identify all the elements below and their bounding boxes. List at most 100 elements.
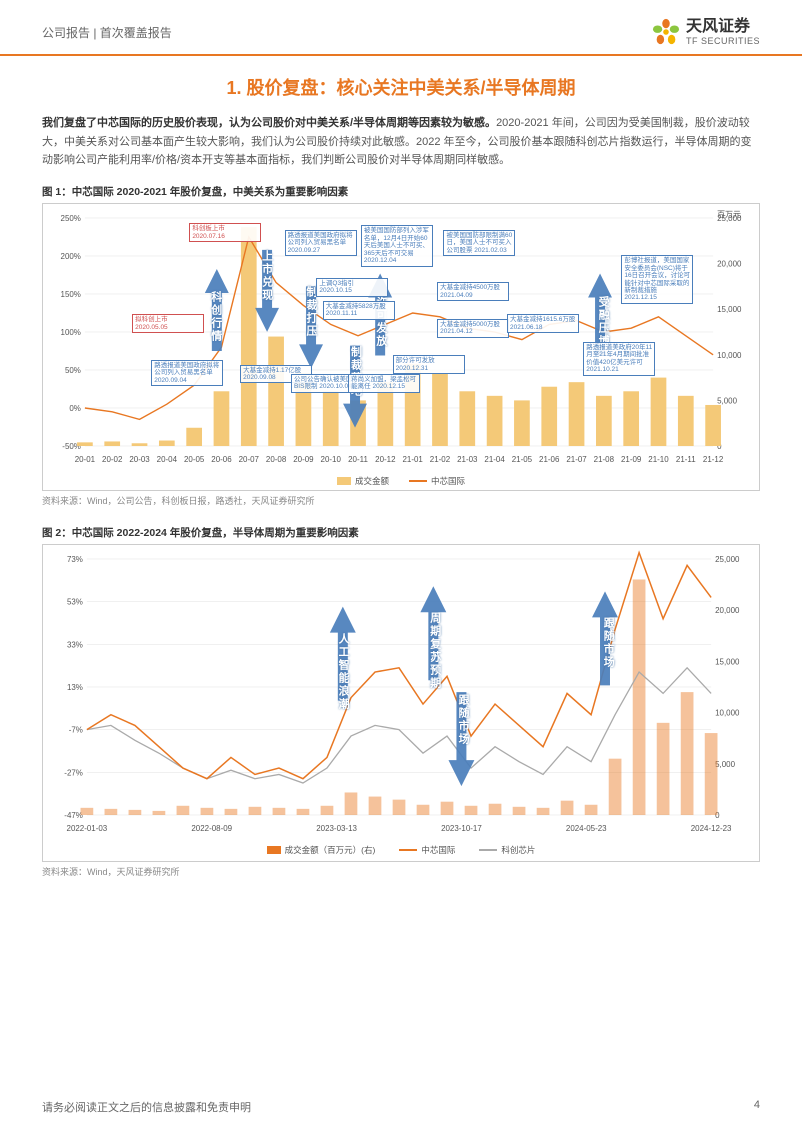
svg-text:20-06: 20-06 xyxy=(211,455,232,464)
svg-text:21-07: 21-07 xyxy=(566,455,587,464)
logo-text-cn: 天风证券 xyxy=(686,19,760,35)
chart1-box: -50%0%50%100%150%200%250%05,00010,00015,… xyxy=(42,203,760,491)
legend-line1-swatch xyxy=(399,849,417,851)
svg-text:250%: 250% xyxy=(61,214,81,223)
svg-text:150%: 150% xyxy=(61,290,81,299)
svg-text:73%: 73% xyxy=(67,555,83,564)
svg-text:21-04: 21-04 xyxy=(484,455,505,464)
svg-text:20-09: 20-09 xyxy=(293,455,314,464)
chart-annotation: 被美国国防部列入涉军名单，12月4日开始60天后美国人士不可买、365天后不可交… xyxy=(361,225,433,266)
svg-text:20-08: 20-08 xyxy=(266,455,287,464)
svg-text:20-04: 20-04 xyxy=(157,455,178,464)
svg-text:21-12: 21-12 xyxy=(703,455,724,464)
svg-text:20-12: 20-12 xyxy=(375,455,396,464)
intro-bold: 我们复盘了中芯国际的历史股价表现，认为公司股价对中美关系/半导体周期等因素较为敏… xyxy=(42,117,496,129)
svg-text:15,000: 15,000 xyxy=(715,657,740,666)
chart-annotation: 大基金减持5828万股 2020.11.11 xyxy=(323,301,395,320)
chart1-title: 图 1：中芯国际 2020-2021 年股价复盘，中美关系为重要影响因素 xyxy=(42,184,760,199)
section-title: 1. 股价复盘：核心关注中美关系/半导体周期 xyxy=(42,74,760,100)
svg-text:200%: 200% xyxy=(61,252,81,261)
arrow-label: 跟随市场 xyxy=(600,617,616,669)
svg-text:21-01: 21-01 xyxy=(402,455,423,464)
svg-text:25,000: 25,000 xyxy=(715,555,740,564)
chart-annotation: 路透报道美国政府拟将公司列入贸易黑名单 2020.09.04 xyxy=(151,360,223,386)
tf-logo: 天风证券 TF SECURITIES xyxy=(652,18,760,46)
svg-text:21-03: 21-03 xyxy=(457,455,478,464)
svg-text:20-05: 20-05 xyxy=(184,455,205,464)
svg-text:21-09: 21-09 xyxy=(621,455,642,464)
disclaimer: 请务必阅读正文之后的信息披露和免责申明 xyxy=(42,1099,251,1115)
svg-text:20-11: 20-11 xyxy=(348,455,368,464)
svg-text:5,000: 5,000 xyxy=(715,760,735,769)
logo-flower-icon xyxy=(652,18,680,46)
svg-text:5,000: 5,000 xyxy=(717,396,737,405)
chart2-svg: -47%-27%-7%13%33%53%73%05,00010,00015,00… xyxy=(47,549,755,837)
page-footer: 请务必阅读正文之后的信息披露和免责申明 4 xyxy=(0,1099,802,1115)
svg-text:21-05: 21-05 xyxy=(512,455,533,464)
svg-text:21-08: 21-08 xyxy=(594,455,615,464)
chart1-source: 资料来源：Wind，公司公告，科创板日报，路透社，天风证券研究所 xyxy=(42,494,760,507)
legend-bar-swatch xyxy=(267,846,281,854)
svg-text:-47%: -47% xyxy=(64,811,83,820)
svg-text:2024-05-23: 2024-05-23 xyxy=(566,824,607,833)
arrow-label: 上市兑现 xyxy=(259,250,275,302)
svg-text:百万元: 百万元 xyxy=(717,210,741,219)
svg-text:21-11: 21-11 xyxy=(676,455,696,464)
chart2-title: 图 2：中芯国际 2022-2024 年股价复盘，半导体周期为重要影响因素 xyxy=(42,525,760,540)
arrow-label: 跟随市场 xyxy=(455,694,471,746)
chart2-legend: 成交金额（百万元）(右) 中芯国际 科创芯片 xyxy=(47,844,755,856)
svg-text:20-02: 20-02 xyxy=(102,455,123,464)
svg-text:21-06: 21-06 xyxy=(539,455,560,464)
svg-text:10,000: 10,000 xyxy=(715,709,740,718)
chart-annotation: 路透报道美政府20年11月至21年4月期间批准价值420亿美元许可 2021.1… xyxy=(583,342,655,376)
svg-text:20-01: 20-01 xyxy=(75,455,96,464)
chart-annotation: 蒋尚义加盟，梁孟松可能离任 2020.12.15 xyxy=(348,374,420,393)
chart-annotation: 拟科创上市 2020.05.05 xyxy=(132,314,204,333)
svg-text:15,000: 15,000 xyxy=(717,305,742,314)
svg-text:20-10: 20-10 xyxy=(321,455,342,464)
chart-annotation: 部分许可发放 2020.12.31 xyxy=(393,355,465,374)
svg-text:2022-08-09: 2022-08-09 xyxy=(191,824,232,833)
legend-line-swatch xyxy=(409,480,427,482)
breadcrumb: 公司报告 | 首次覆盖报告 xyxy=(42,24,172,41)
main-content: 1. 股价复盘：核心关注中美关系/半导体周期 我们复盘了中芯国际的历史股价表现，… xyxy=(0,56,802,878)
svg-text:20,000: 20,000 xyxy=(715,606,740,615)
arrow-label: 受融压博 xyxy=(595,296,611,348)
legend-bar-swatch xyxy=(337,477,351,485)
svg-text:13%: 13% xyxy=(67,683,83,692)
svg-text:-7%: -7% xyxy=(69,726,83,735)
svg-text:2023-03-13: 2023-03-13 xyxy=(316,824,357,833)
logo-text-en: TF SECURITIES xyxy=(686,37,760,46)
svg-text:20-07: 20-07 xyxy=(239,455,260,464)
chart-annotation: 路透报道美国政府拟将公司列入贸易黑名单 2020.09.27 xyxy=(285,230,357,256)
svg-text:0%: 0% xyxy=(69,404,81,413)
chart-annotation: 大基金减持4500万股 2021.04.09 xyxy=(437,282,509,301)
svg-text:20-03: 20-03 xyxy=(129,455,150,464)
chart1-legend: 成交金额 中芯国际 xyxy=(47,475,755,487)
svg-text:21-10: 21-10 xyxy=(648,455,669,464)
chart-annotation: 彭博社报道，美国国家安全委员会(NSC)将于16日召开会议，讨论可能针对中芯国际… xyxy=(621,255,693,304)
chart-annotation: 科创板上市 2020.07.16 xyxy=(189,223,261,242)
svg-text:100%: 100% xyxy=(61,328,81,337)
intro-paragraph: 我们复盘了中芯国际的历史股价表现，认为公司股价对中美关系/半导体周期等因素较为敏… xyxy=(42,114,760,170)
page-number: 4 xyxy=(754,1099,760,1115)
svg-text:2022-01-03: 2022-01-03 xyxy=(67,824,108,833)
svg-text:33%: 33% xyxy=(67,640,83,649)
svg-text:10,000: 10,000 xyxy=(717,351,742,360)
svg-text:-27%: -27% xyxy=(64,768,83,777)
arrow-label: 人工智能浪潮 xyxy=(335,633,351,711)
svg-text:20,000: 20,000 xyxy=(717,260,742,269)
chart-annotation: 被美国国防部限制满60日，美国人士不可买入公司股票 2021.02.03 xyxy=(443,230,515,256)
arrow-label: 科创行情 xyxy=(208,291,224,343)
legend-line2-swatch xyxy=(479,849,497,851)
chart-annotation: 上调Q3指引 2020.10.15 xyxy=(316,278,388,297)
svg-text:50%: 50% xyxy=(65,366,81,375)
svg-text:21-02: 21-02 xyxy=(430,455,451,464)
svg-text:53%: 53% xyxy=(67,598,83,607)
svg-text:2023-10-17: 2023-10-17 xyxy=(441,824,482,833)
chart2-box: -47%-27%-7%13%33%53%73%05,00010,00015,00… xyxy=(42,544,760,862)
chart-annotation: 大基金减持1615.6万股 2021.06.18 xyxy=(507,314,579,333)
page-header: 公司报告 | 首次覆盖报告 天风证券 TF SECURITIES xyxy=(0,0,802,56)
arrow-label: 周期复苏预期 xyxy=(427,612,443,690)
chart2-source: 资料来源：Wind，天风证券研究所 xyxy=(42,865,760,878)
